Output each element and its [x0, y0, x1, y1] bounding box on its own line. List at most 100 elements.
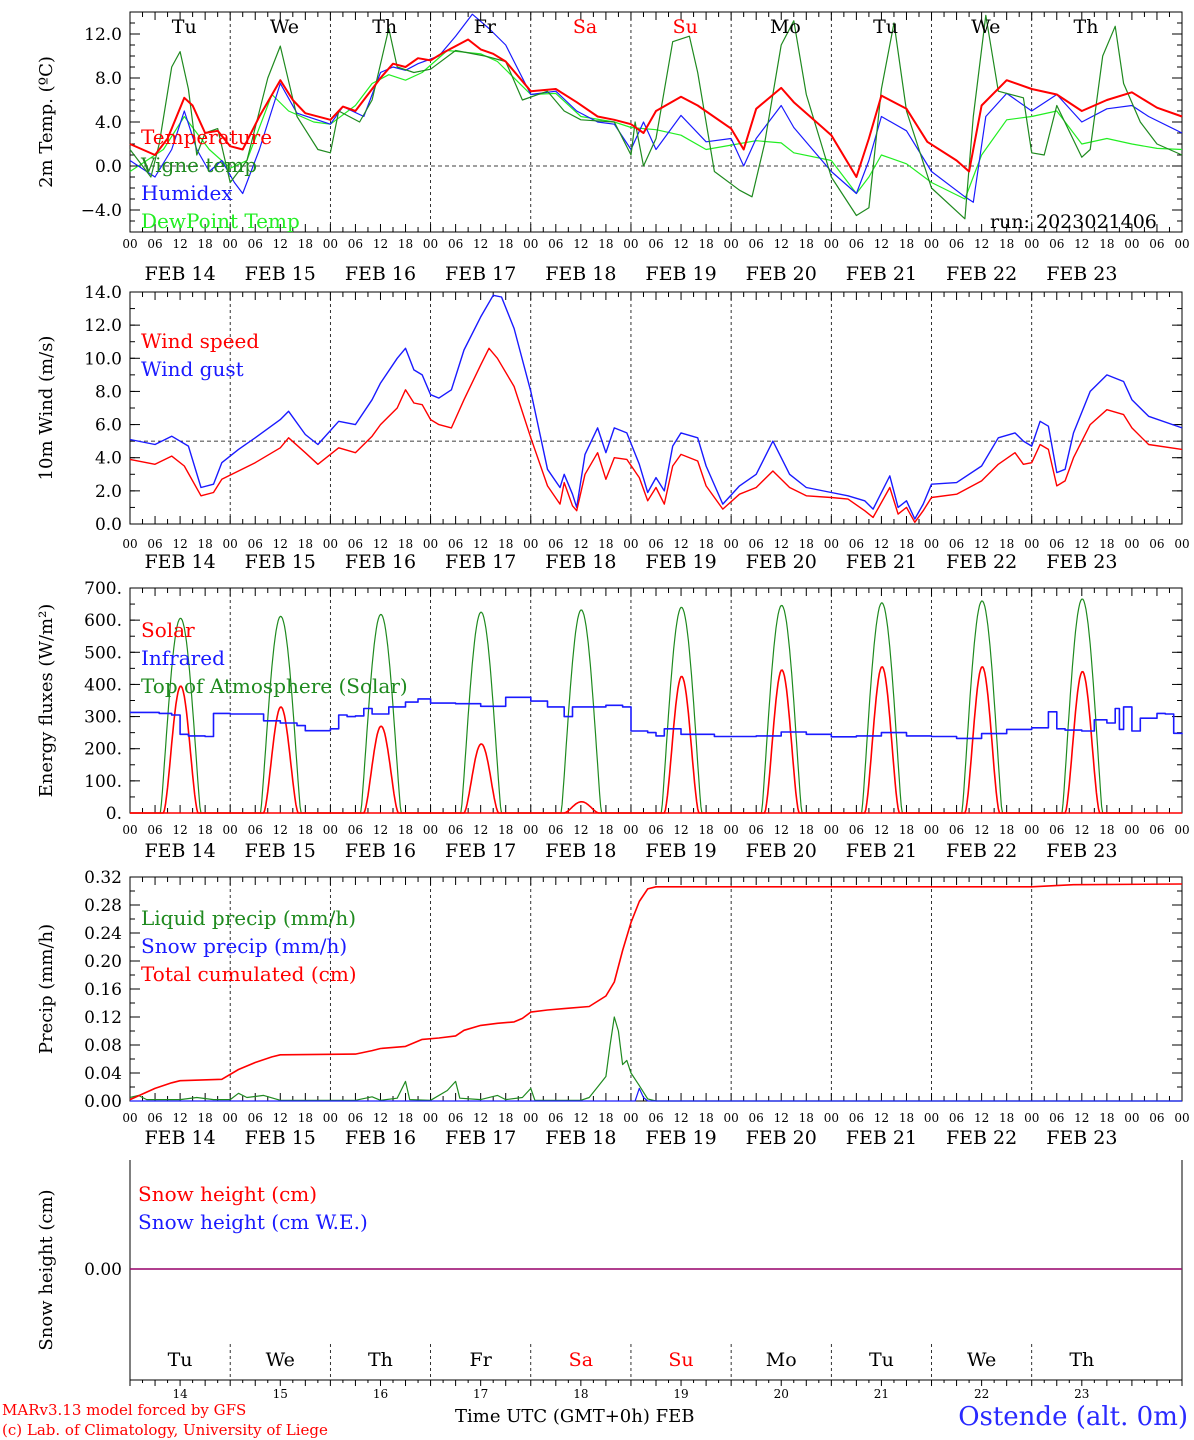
hour-label: 18: [1099, 1111, 1114, 1125]
weekday-label: Th: [1074, 16, 1099, 38]
hour-label: 00: [223, 1111, 238, 1125]
date-label: FEB 21: [846, 840, 917, 862]
hour-label: 00: [824, 537, 839, 551]
hour-label: 06: [648, 1111, 663, 1125]
y-tick-label: 0.16: [84, 980, 122, 1000]
hour-label: 12: [172, 237, 187, 251]
series-line: [130, 1087, 1182, 1102]
hour-label: 06: [348, 537, 363, 551]
date-label: FEB 14: [144, 840, 215, 862]
hour-label: 12: [573, 1111, 588, 1125]
legend-entry: Snow height (cm): [138, 1182, 317, 1206]
y-tick-label: 12.0: [84, 316, 122, 336]
hour-label: 06: [548, 823, 563, 837]
legend-entry: Infrared: [141, 646, 225, 670]
y-tick-label: 100.: [84, 772, 122, 792]
solar-curve: [631, 675, 732, 814]
hour-label: 00: [1174, 823, 1189, 837]
y-tick-label: 14.0: [84, 283, 122, 303]
hour-label: 00: [824, 1111, 839, 1125]
hour-label: 06: [1049, 823, 1064, 837]
toa-solar-curve: [831, 602, 932, 814]
hour-label: 18: [899, 237, 914, 251]
hour-label: 06: [548, 1111, 563, 1125]
hour-label: 12: [673, 537, 688, 551]
hour-label: 12: [774, 823, 789, 837]
date-label: FEB 22: [946, 263, 1017, 285]
panel-4: 00 06 12 18 00 06 12 18 00 06 12 18 00 06 12 18 00 06 12 18…: [36, 868, 1190, 1149]
date-label: FEB 18: [545, 1127, 616, 1149]
y-axis-title: Energy fluxes (W/m²): [36, 604, 57, 798]
hour-label: 06: [248, 823, 263, 837]
hour-label: 12: [172, 823, 187, 837]
hour-label: 06: [1149, 537, 1164, 551]
y-tick-label: 0.20: [84, 952, 122, 972]
hour-label: 18: [799, 237, 814, 251]
y-tick-label: 10.0: [84, 349, 122, 369]
hour-label: 18: [698, 823, 713, 837]
weekday-label: Tu: [869, 1349, 894, 1371]
y-tick-label: −4.0: [81, 201, 122, 221]
date-label: FEB 15: [245, 840, 316, 862]
hour-label: 06: [147, 537, 162, 551]
hour-label: 00: [1024, 537, 1039, 551]
hour-label: 12: [473, 537, 488, 551]
y-tick-label: 500.: [84, 643, 122, 663]
hour-label: 06: [749, 1111, 764, 1125]
hour-label: 06: [648, 537, 663, 551]
hour-label: 12: [473, 823, 488, 837]
hour-label: 00: [824, 237, 839, 251]
y-tick-label: 400.: [84, 675, 122, 695]
hour-label: 00: [1124, 237, 1139, 251]
hour-label: 06: [448, 537, 463, 551]
hour-label: 00: [1174, 237, 1189, 251]
legend-entry: Vigne temp: [140, 153, 257, 177]
weekday-label: We: [971, 16, 1000, 38]
day-number: 16: [373, 1387, 388, 1401]
y-tick-label: 0.0: [95, 157, 122, 177]
hour-label: 18: [298, 823, 313, 837]
y-tick-label: 0.08: [84, 1036, 122, 1056]
hour-label: 00: [223, 537, 238, 551]
date-label: FEB 16: [345, 551, 416, 573]
hour-label: 06: [147, 823, 162, 837]
hour-label: 18: [698, 1111, 713, 1125]
series-line: [129, 883, 1183, 1101]
date-label: FEB 14: [144, 1127, 215, 1149]
legend-entry: DewPoint Temp: [141, 209, 300, 233]
hour-label: 18: [198, 823, 213, 837]
hour-label: 18: [799, 1111, 814, 1125]
panel-5: 0.00 Snow height (cm) Snow height (cm) Snow…: [36, 1160, 1183, 1401]
hour-label: 00: [523, 537, 538, 551]
toa-solar-curve: [530, 609, 631, 814]
date-label: FEB 23: [1046, 1127, 1117, 1149]
hour-label: 18: [999, 1111, 1014, 1125]
hour-label: 00: [1174, 1111, 1189, 1125]
y-tick-label: 4.0: [95, 113, 122, 133]
hour-label: 06: [749, 537, 764, 551]
station-name: Ostende (alt. 0m): [958, 1402, 1188, 1432]
plot-frame: [129, 587, 1183, 814]
hour-label: 12: [473, 1111, 488, 1125]
weekday-label: Th: [368, 1349, 393, 1371]
hour-label: 18: [398, 1111, 413, 1125]
hour-label: 12: [273, 537, 288, 551]
day-number: 18: [573, 1387, 588, 1401]
date-label: FEB 20: [746, 840, 817, 862]
hour-label: 18: [498, 237, 513, 251]
hour-label: 18: [999, 537, 1014, 551]
hour-label: 18: [198, 537, 213, 551]
hour-label: 00: [623, 537, 638, 551]
hour-label: 18: [598, 823, 613, 837]
hour-label: 12: [774, 237, 789, 251]
hour-label: 00: [223, 823, 238, 837]
date-label: FEB 17: [445, 263, 516, 285]
date-label: FEB 22: [946, 1127, 1017, 1149]
hour-label: 06: [849, 237, 864, 251]
weekday-label: We: [270, 16, 299, 38]
y-tick-label: 300.: [84, 708, 122, 728]
hour-label: 18: [999, 237, 1014, 251]
hour-label: 18: [899, 537, 914, 551]
hour-label: 06: [1149, 823, 1164, 837]
series-line: [129, 1016, 1182, 1102]
